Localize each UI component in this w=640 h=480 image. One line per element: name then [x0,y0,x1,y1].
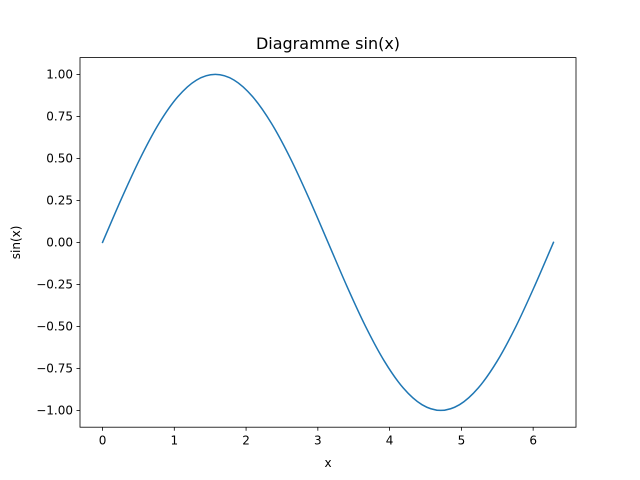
y-tick-label: 0.00 [46,236,73,250]
x-tick-label: 5 [458,434,466,448]
x-axis-label: x [324,456,331,470]
y-tick-label: −0.25 [36,278,73,292]
chart-title: Diagramme sin(x) [256,34,400,53]
x-tick-label: 0 [99,434,107,448]
x-tick-label: 3 [314,434,322,448]
y-tick-label: 0.50 [46,152,73,166]
x-axis-ticks: 0 1 2 3 4 5 6 [99,427,537,448]
y-tick-label: 0.25 [46,194,73,208]
y-axis-label: sin(x) [9,226,23,260]
y-axis-ticks: −1.00 −0.75 −0.50 −0.25 0.00 0.25 0.50 0.75 1.00 [36,68,80,418]
series-line-0 [101,73,555,412]
x-tick-label: 4 [386,434,394,448]
y-tick-label: −0.75 [36,362,73,376]
y-tick-label: 1.00 [46,68,73,82]
x-tick-label: 6 [529,434,537,448]
y-tick-label: 0.75 [46,110,73,124]
x-tick-label: 1 [170,434,178,448]
y-tick-label: −1.00 [36,404,73,418]
x-tick-label: 2 [242,434,250,448]
y-tick-label: −0.50 [36,320,73,334]
plot-area [101,73,555,412]
